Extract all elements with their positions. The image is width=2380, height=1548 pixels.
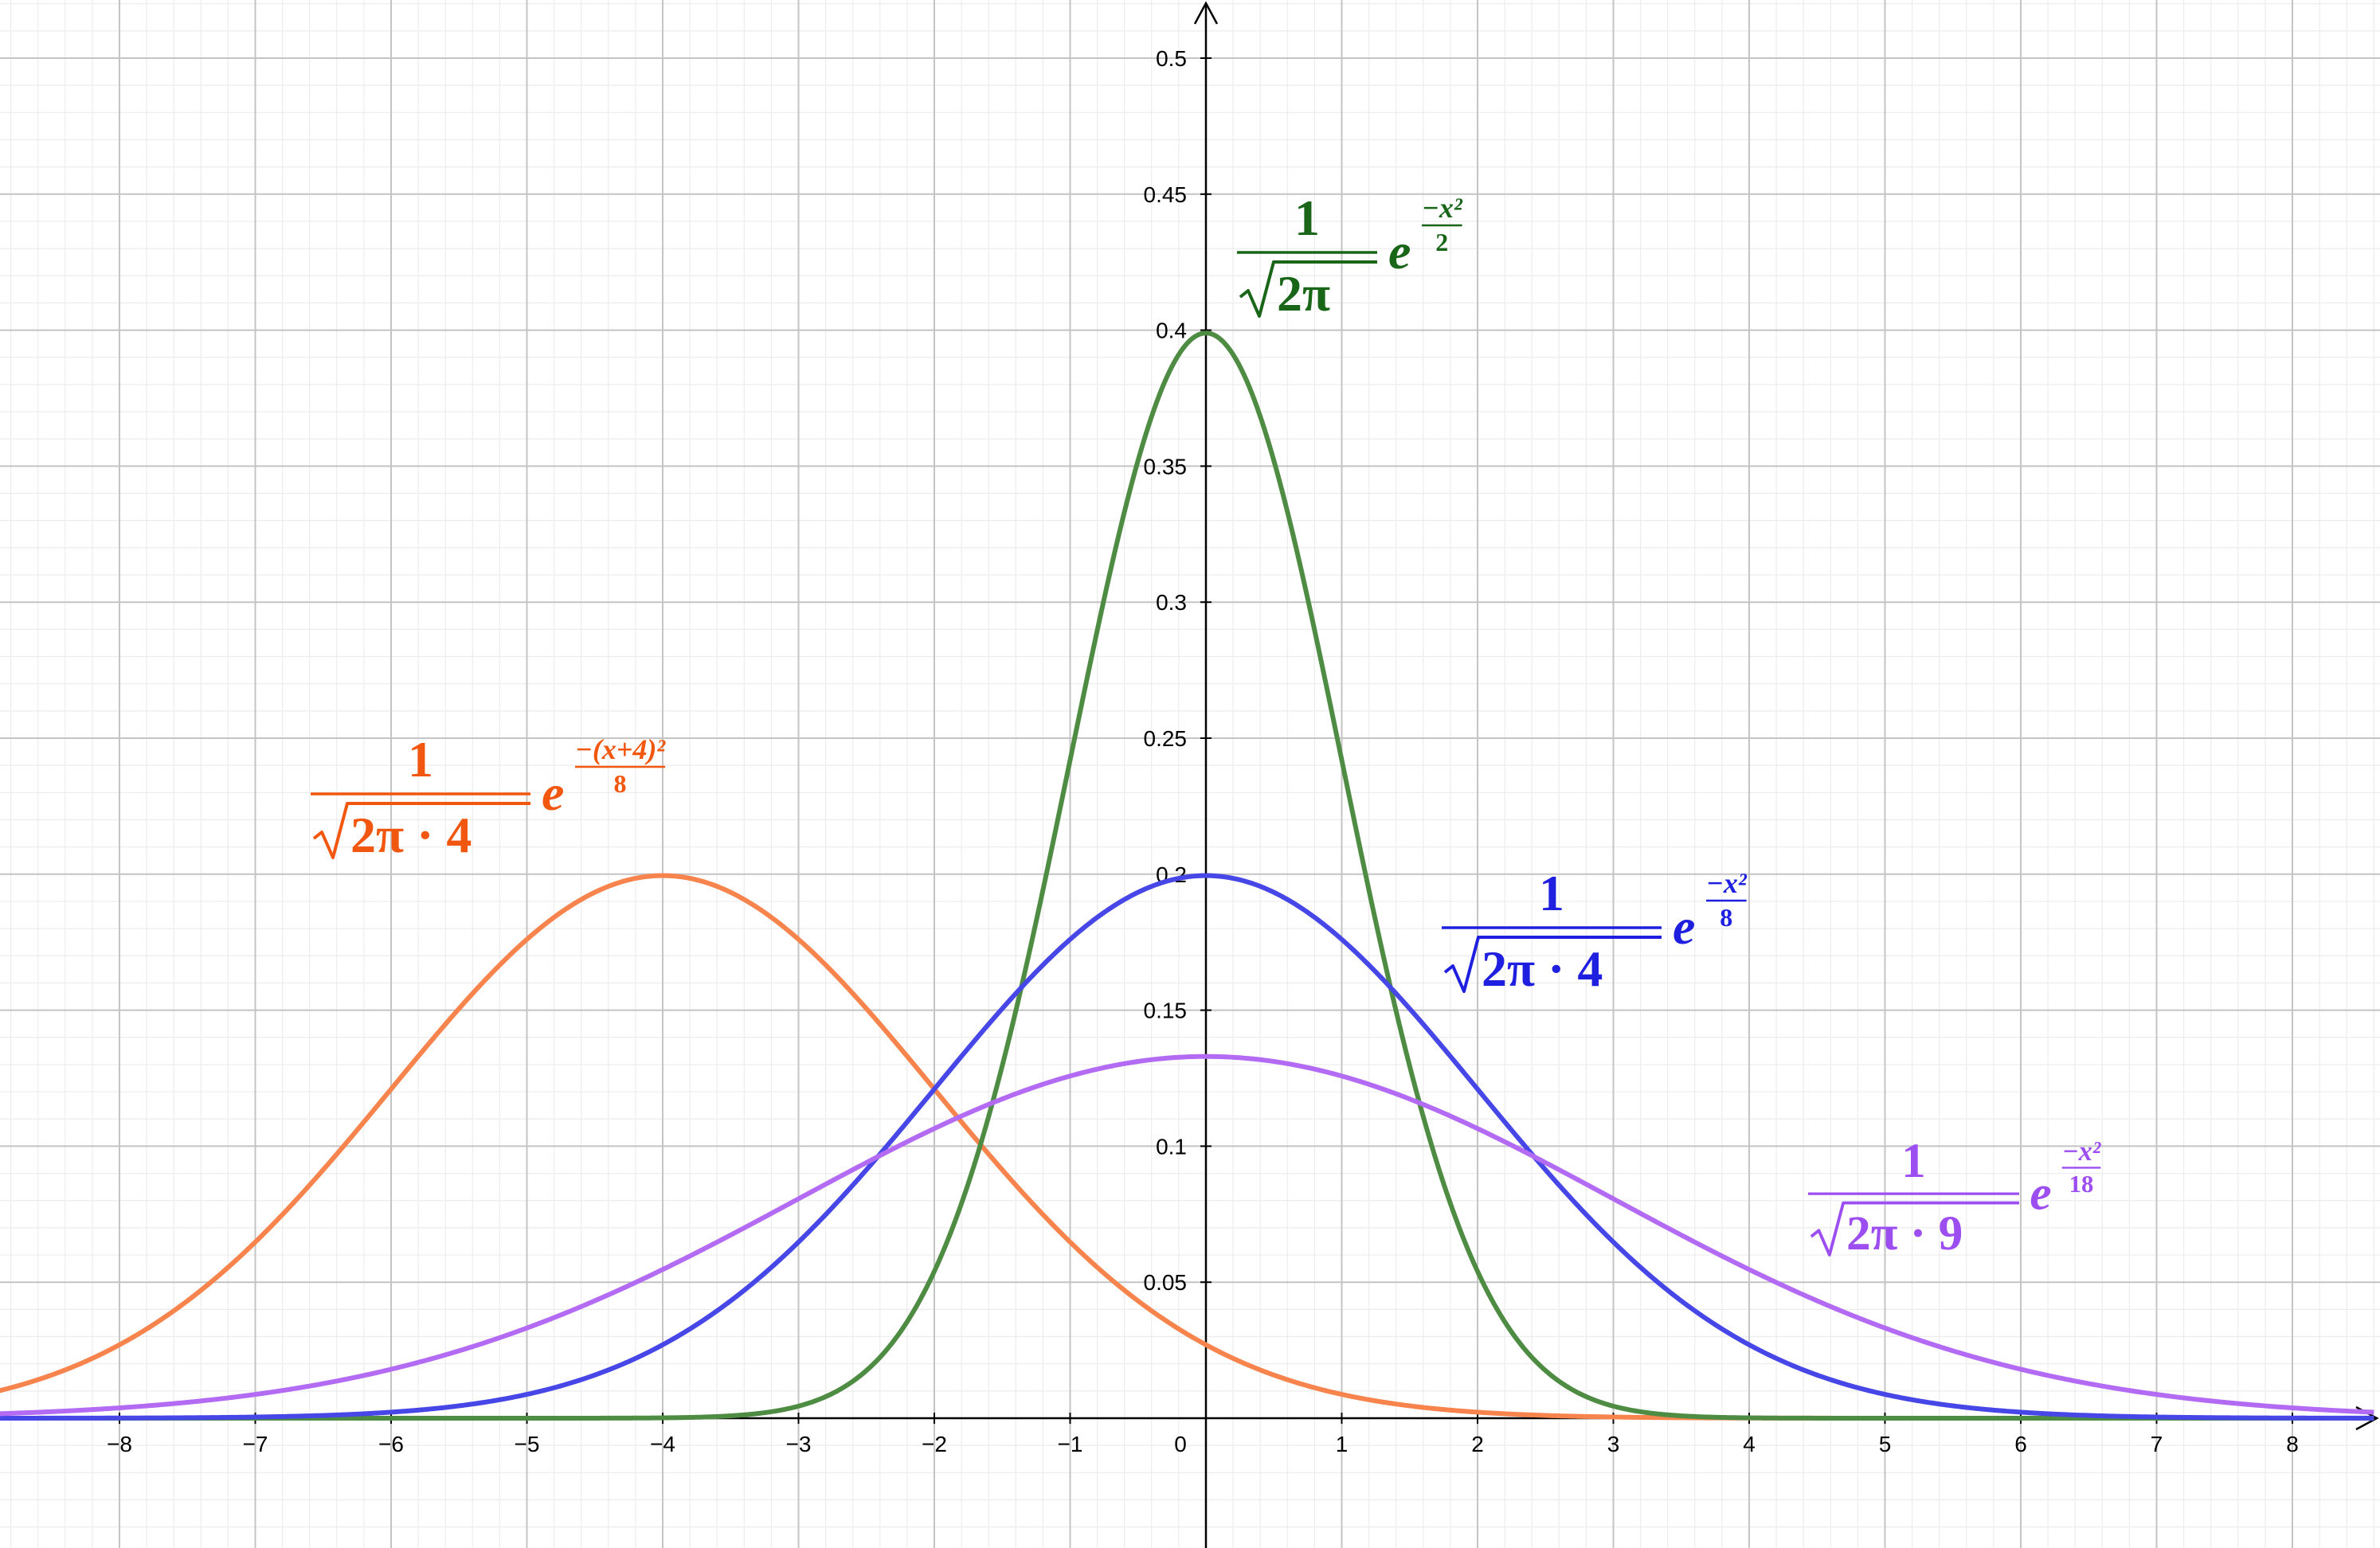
- formula-base: e: [1673, 898, 1695, 955]
- formula-radicand: 2π · 9: [1846, 1206, 1963, 1261]
- x-tick-label: 8: [2286, 1432, 2299, 1456]
- formula-exp-numerator: −x²: [1422, 192, 1463, 224]
- y-tick-label: 0.35: [1144, 454, 1188, 479]
- y-axis-arrow: [1193, 1, 1219, 25]
- formula-numerator: 1: [1901, 1134, 1926, 1188]
- x-tick-label: 2: [1471, 1432, 1484, 1456]
- formula-radicand: 2π: [1277, 265, 1330, 322]
- formula-exp-denominator: 8: [614, 769, 627, 798]
- formula-numerator: 1: [1294, 190, 1320, 246]
- formula-radicand: 2π · 4: [350, 807, 472, 863]
- x-tick-label: −6: [378, 1432, 404, 1456]
- x-tick-label: 0: [1174, 1432, 1187, 1456]
- formula-labels: 1 2π · 4 e −(x+4)² 8 1 2π e −x² 2 1 2π · 4 e −x² 8 1 2π …: [311, 190, 2101, 1261]
- x-tick-label: −8: [107, 1432, 132, 1456]
- formula-label-purple: 1 2π · 9 e −x² 18: [1808, 1134, 2101, 1261]
- formula-base: e: [2030, 1166, 2051, 1220]
- x-tick-label: −7: [243, 1432, 268, 1456]
- y-tick-label: 0.1: [1156, 1134, 1187, 1159]
- x-tick-label: 5: [1879, 1432, 1892, 1456]
- formula-radical: [1810, 1201, 2019, 1257]
- series-curves: [0, 330, 2374, 1421]
- formula-radicand: 2π · 4: [1482, 940, 1603, 997]
- formula-radical: [312, 802, 530, 859]
- x-tick-label: 3: [1607, 1432, 1620, 1456]
- formula-exp-numerator: −x²: [2062, 1136, 2101, 1167]
- curve-blue: [0, 873, 2374, 1421]
- formula-exp-denominator: 18: [2069, 1171, 2094, 1198]
- formula-exp-denominator: 2: [1435, 228, 1448, 256]
- formula-exp-numerator: −(x+4)²: [575, 733, 666, 765]
- x-tick-label: 6: [2014, 1432, 2027, 1456]
- x-tick-label: 7: [2151, 1432, 2163, 1456]
- formula-label-green: 1 2π e −x² 2: [1237, 190, 1463, 322]
- formula-numerator: 1: [1539, 865, 1564, 921]
- formula-exp-numerator: −x²: [1706, 867, 1748, 899]
- curve-purple: [0, 1054, 2374, 1417]
- x-tick-label: −1: [1058, 1432, 1083, 1456]
- y-tick-label: 0.25: [1144, 726, 1188, 751]
- formula-radical: [1443, 936, 1662, 993]
- y-tick-label: 0.3: [1156, 590, 1187, 615]
- x-tick-label: −5: [515, 1432, 540, 1456]
- x-tick-label: −3: [786, 1432, 812, 1456]
- formula-numerator: 1: [408, 731, 433, 788]
- y-tick-label: 0.5: [1156, 46, 1187, 71]
- y-tick-label: 0.45: [1144, 182, 1188, 207]
- y-tick-label: 0.4: [1156, 319, 1187, 343]
- y-tick-label: 0.05: [1144, 1270, 1188, 1295]
- formula-base: e: [542, 764, 564, 821]
- tick-labels: −8 −7 −6 −5 −4 −3 −2 −1 0 1 2 3 4 5 6 7 80.050.10.150.20…: [107, 46, 2299, 1456]
- formula-exp-denominator: 8: [1720, 903, 1732, 932]
- formula-radical: [1239, 260, 1377, 318]
- x-tick-label: 1: [1336, 1432, 1349, 1456]
- x-tick-label: 4: [1743, 1432, 1756, 1456]
- formula-base: e: [1388, 223, 1411, 280]
- curve-green: [0, 330, 2374, 1421]
- y-tick-label: 0.15: [1144, 999, 1188, 1023]
- x-tick-label: −2: [922, 1432, 947, 1456]
- x-tick-label: −4: [650, 1432, 675, 1456]
- formula-label-orange: 1 2π · 4 e −(x+4)² 8: [311, 731, 666, 863]
- formula-label-blue: 1 2π · 4 e −x² 8: [1442, 865, 1748, 997]
